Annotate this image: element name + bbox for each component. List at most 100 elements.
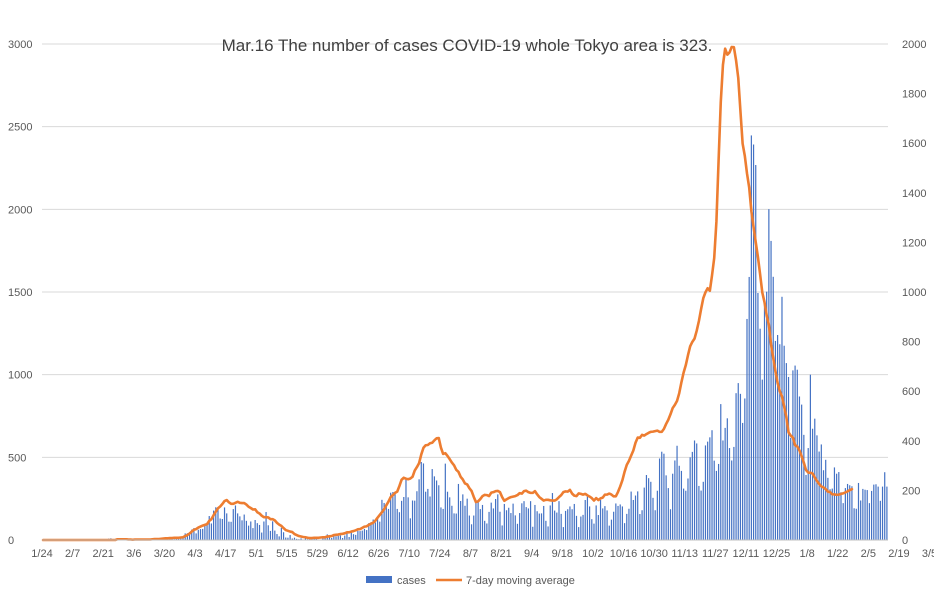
bar: [628, 509, 629, 540]
bar: [423, 463, 424, 540]
bar: [781, 297, 782, 540]
bar: [777, 335, 778, 540]
x-tick-label: 12/11: [733, 548, 760, 560]
bar: [537, 511, 538, 540]
bar: [447, 492, 448, 540]
bar: [609, 526, 610, 540]
bar: [532, 527, 533, 540]
bar: [600, 500, 601, 540]
bar: [478, 501, 479, 540]
bar: [871, 491, 872, 540]
bar: [578, 527, 579, 540]
bar: [718, 464, 719, 540]
bar: [220, 519, 221, 540]
bar: [622, 506, 623, 540]
bar: [685, 491, 686, 540]
bar: [202, 529, 203, 540]
legend-label-moving-average: 7-day moving average: [466, 575, 575, 587]
bar: [270, 531, 271, 540]
bar: [279, 536, 280, 540]
bar: [438, 485, 439, 540]
bar: [561, 514, 562, 540]
bar: [843, 503, 844, 540]
x-tick-label: 5/15: [276, 548, 297, 560]
bar: [508, 508, 509, 540]
bar: [502, 525, 503, 540]
bar: [204, 524, 205, 540]
bar: [574, 504, 575, 540]
bar: [434, 476, 435, 540]
bar: [834, 467, 835, 540]
y-left-tick-label: 1500: [8, 287, 32, 299]
y-right-tick-label: 0: [902, 535, 908, 547]
bar: [648, 478, 649, 540]
bar: [261, 533, 262, 540]
bar: [222, 519, 223, 540]
bar: [738, 383, 739, 540]
y-left-tick-label: 0: [8, 535, 14, 547]
bar: [335, 536, 336, 540]
bar: [749, 277, 750, 540]
bar: [832, 489, 833, 540]
bar: [617, 506, 618, 540]
bar: [735, 393, 736, 540]
x-tick-label: 2/21: [92, 548, 113, 560]
bar: [211, 523, 212, 540]
bar: [716, 471, 717, 540]
bar: [497, 494, 498, 540]
bar: [381, 500, 382, 540]
x-tick-label: 3/5: [922, 548, 934, 560]
x-tick-label: 4/17: [215, 548, 236, 560]
bar: [429, 497, 430, 540]
bar: [451, 506, 452, 540]
bar: [812, 429, 813, 540]
bar: [414, 501, 415, 540]
bar: [340, 536, 341, 540]
bar: [495, 499, 496, 540]
bar: [587, 496, 588, 540]
bar: [821, 444, 822, 540]
bar: [228, 522, 229, 540]
bar: [351, 532, 352, 540]
bar: [690, 457, 691, 540]
bar: [657, 491, 658, 540]
bar: [709, 437, 710, 540]
bar: [633, 500, 634, 540]
bar: [696, 443, 697, 540]
bar: [794, 366, 795, 540]
bar: [681, 471, 682, 540]
bar: [250, 521, 251, 540]
bar: [836, 474, 837, 540]
x-tick-label: 3/6: [126, 548, 141, 560]
bar: [753, 145, 754, 540]
bar: [521, 503, 522, 540]
bar: [698, 486, 699, 540]
bar: [867, 490, 868, 540]
x-tick-label: 2/7: [65, 548, 80, 560]
bar: [412, 500, 413, 540]
bar: [491, 503, 492, 540]
bar: [808, 448, 809, 540]
bar: [631, 492, 632, 540]
bar: [281, 528, 282, 540]
bar: [676, 446, 677, 540]
bar: [611, 520, 612, 540]
bar: [823, 470, 824, 540]
bar: [722, 440, 723, 540]
x-tick-label: 2/19: [888, 548, 909, 560]
bar: [543, 506, 544, 540]
bar: [436, 480, 437, 540]
bar: [506, 510, 507, 540]
bar: [534, 505, 535, 540]
bar: [338, 536, 339, 540]
bar: [773, 277, 774, 540]
bar: [764, 303, 765, 540]
bar: [786, 363, 787, 540]
bar: [473, 516, 474, 540]
x-tick-label: 10/30: [640, 548, 668, 560]
x-tick-label: 10/2: [582, 548, 603, 560]
bar: [606, 510, 607, 540]
y-left-tick-label: 1000: [8, 370, 32, 382]
bar: [230, 522, 231, 540]
